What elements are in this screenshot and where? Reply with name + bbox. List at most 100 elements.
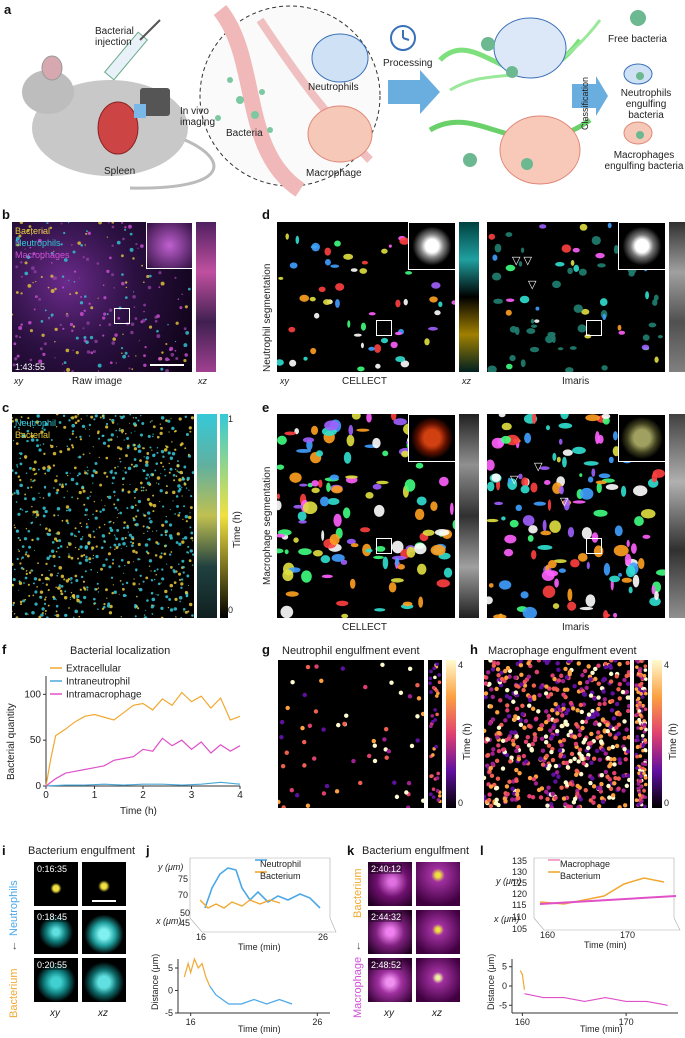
label-in-vivo-imaging: In vivo imaging: [180, 106, 216, 128]
engulfment-event: [626, 735, 630, 740]
speckle: [32, 467, 36, 472]
engulfment-event: [559, 723, 564, 729]
speckle: [183, 358, 187, 363]
segmented-cell: [625, 565, 636, 578]
speckle: [124, 226, 127, 229]
engulfment-event: [607, 663, 613, 668]
engulfment-event: [634, 798, 639, 802]
speckle: [105, 475, 109, 478]
engulfment-event: [490, 717, 496, 722]
speckle: [63, 578, 66, 581]
speckle: [32, 281, 34, 284]
speckle: [148, 526, 151, 530]
speckle: [187, 584, 190, 587]
speckle: [74, 574, 78, 578]
engulfment-event: [522, 683, 528, 688]
speckle: [82, 256, 85, 259]
speckle: [145, 576, 149, 580]
panel-j-ttick-26: 26: [318, 932, 329, 942]
engulfment-event: [530, 741, 535, 747]
speckle: [67, 474, 69, 477]
panel-i-title: Bacterium engulfment: [28, 845, 135, 857]
engulfment-event: [544, 753, 549, 759]
y-tick-label: 5: [168, 963, 173, 973]
speckle: [165, 515, 168, 518]
engulfment-event: [623, 757, 628, 762]
segmented-cell: [572, 247, 580, 253]
segmented-cell: [528, 525, 538, 534]
speckle: [16, 354, 20, 358]
speckle: [45, 596, 47, 599]
panel-b-caption: Raw image: [72, 376, 123, 387]
segmented-cell: [633, 485, 648, 497]
panel-e-arrowhead-2: ▽: [510, 474, 519, 486]
speckle: [123, 526, 126, 530]
speckle: [181, 559, 185, 563]
engulfment-event: [572, 756, 577, 762]
segmented-cell: [395, 356, 406, 363]
speckle: [104, 505, 106, 507]
speckle: [82, 489, 86, 493]
engulfment-event: [641, 703, 645, 708]
speckle: [39, 595, 43, 599]
speckle: [84, 513, 87, 516]
segmented-cell: [573, 264, 580, 272]
speckle: [44, 509, 48, 514]
speckle: [184, 305, 188, 309]
segmented-cell: [591, 468, 596, 477]
panel-i-frame-2-xy: [34, 910, 78, 954]
speckle: [101, 414, 105, 418]
panel-g-colorbar: [446, 660, 456, 808]
panel-label-a: a: [4, 2, 12, 17]
speckle: [48, 529, 52, 532]
speckle: [24, 457, 27, 460]
y-tick-label: -5: [165, 1008, 173, 1018]
speckle: [68, 508, 72, 512]
segmented-cell: [614, 525, 623, 537]
segmented-cell: [581, 308, 590, 315]
segmented-cell: [618, 330, 626, 335]
speckle: [165, 342, 168, 346]
segmented-cell: [583, 461, 599, 466]
engulfment-event: [577, 747, 583, 752]
panel-g-dots: [278, 662, 424, 808]
speckle: [106, 236, 109, 238]
segmented-cell: [284, 431, 297, 436]
engulfment-event: [625, 749, 630, 754]
speckle: [83, 335, 87, 340]
speckle: [165, 445, 169, 449]
x-tick-label: 16: [186, 1017, 196, 1025]
engulfment-event: [622, 746, 627, 752]
segmented-cell: [530, 482, 538, 493]
engulfment-event: [543, 739, 549, 745]
speckle: [22, 599, 26, 603]
speckle: [79, 438, 83, 441]
speckle: [152, 425, 156, 429]
speckle: [152, 453, 156, 458]
speckle: [175, 570, 178, 573]
speckle: [183, 465, 187, 469]
speckle: [175, 541, 179, 544]
speckle: [137, 588, 140, 590]
chart-f-title: Bacterial localization: [70, 645, 171, 657]
engulfment-event: [559, 785, 564, 790]
engulfment-event: [552, 718, 558, 724]
speckle: [151, 530, 154, 532]
segmented-cell: [324, 259, 331, 266]
segmented-cell: [591, 235, 601, 245]
segmented-cell: [324, 247, 332, 256]
engulfment-event: [637, 717, 641, 722]
speckle: [161, 351, 164, 354]
engulfment-event: [582, 692, 587, 697]
speckle: [67, 578, 71, 581]
speckle: [76, 474, 79, 477]
speckle: [114, 471, 118, 475]
speckle: [66, 546, 69, 548]
engulfment-event: [521, 753, 527, 759]
speckle: [136, 595, 138, 598]
engulfment-event: [560, 713, 565, 718]
panel-l-legend-bacterium: Bacterium: [560, 871, 601, 881]
speckle: [82, 580, 86, 583]
speckle: [122, 354, 127, 359]
segmented-cell: [586, 561, 590, 570]
